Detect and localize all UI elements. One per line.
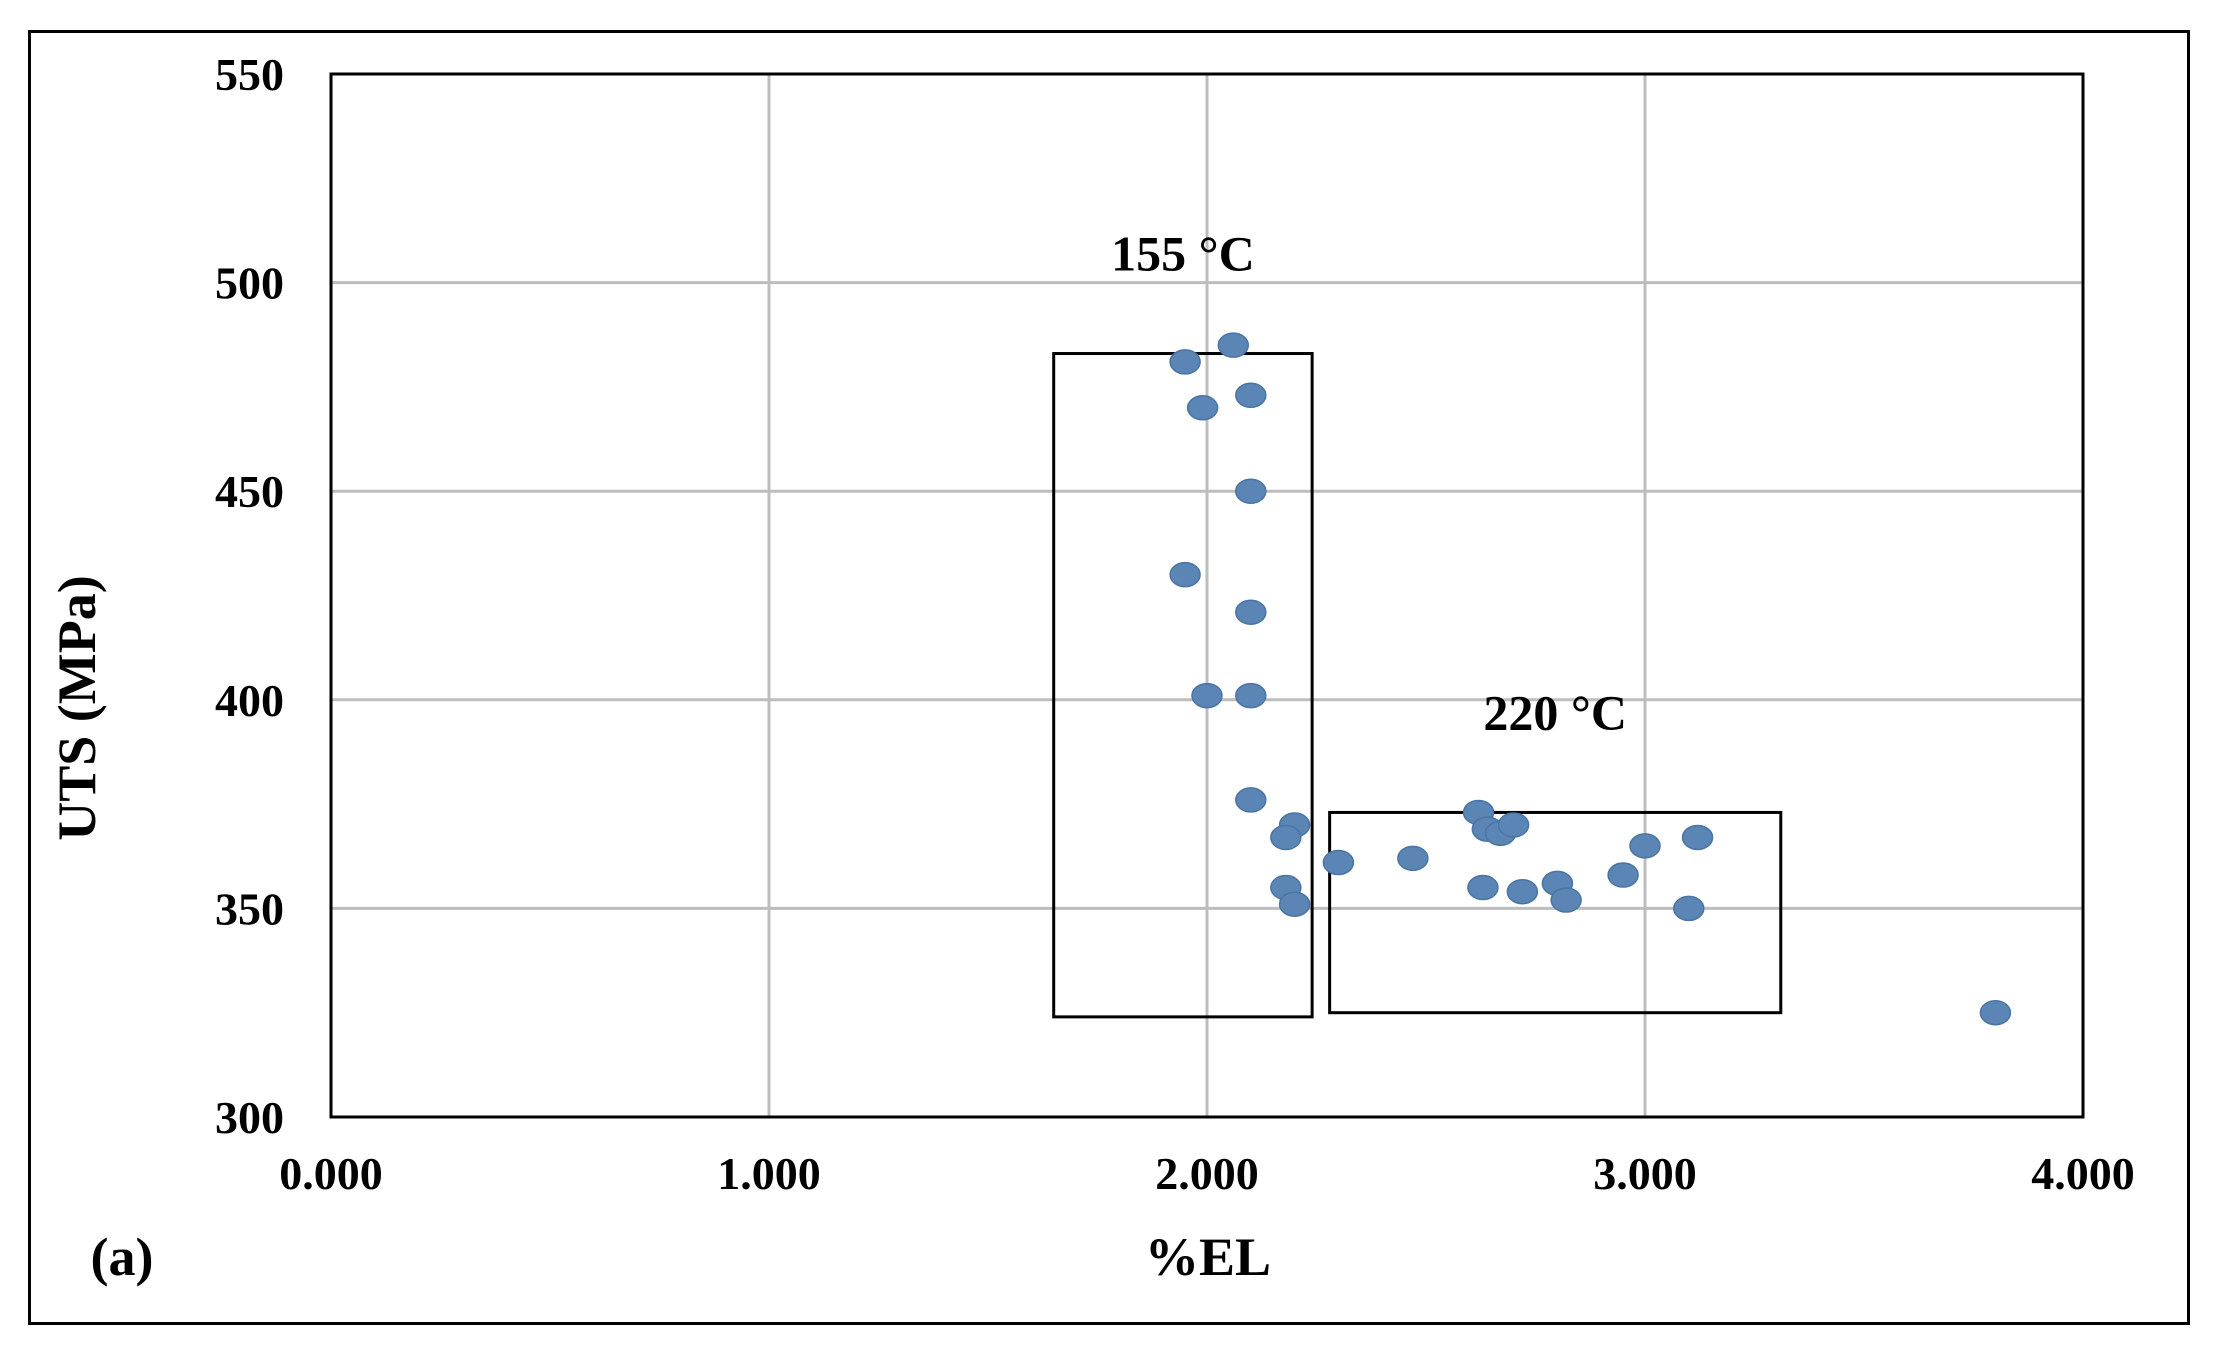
data-point [1607, 862, 1639, 888]
y-tick-label: 500 [215, 258, 284, 309]
annotation-label: 155 °C [1111, 226, 1255, 282]
data-point [1979, 999, 2012, 1026]
data-point [1235, 682, 1267, 709]
data-point [1169, 561, 1201, 588]
data-point [1673, 895, 1705, 922]
plot-area [329, 72, 2085, 1119]
data-point [1506, 878, 1539, 905]
annotation-boxes [1052, 352, 1783, 1019]
y-tick-label: 300 [215, 1092, 284, 1143]
data-point [1235, 599, 1267, 625]
data-point [1169, 349, 1201, 375]
annotation-box [1328, 810, 1783, 1015]
data-point [1397, 845, 1429, 872]
y-tick-label: 550 [215, 49, 284, 100]
data-point [1186, 395, 1219, 421]
y-tick-label: 400 [215, 675, 284, 726]
data-point [1629, 833, 1661, 859]
x-tick-label: 0.000 [279, 1148, 383, 1199]
data-point [1217, 332, 1250, 358]
data-point [1467, 874, 1499, 901]
y-tick-labels: 300 350 400 450 500 550 [215, 49, 284, 1143]
panel-label: (a) [91, 1227, 154, 1287]
x-tick-labels: 0.000 1.000 2.000 3.000 4.000 [279, 1148, 2135, 1199]
annotation-label: 220 °C [1483, 684, 1627, 740]
data-point [1278, 891, 1311, 917]
grid-lines [331, 74, 2083, 1117]
data-point [1235, 478, 1267, 504]
x-tick-label: 1.000 [717, 1148, 821, 1199]
y-tick-label: 450 [215, 466, 284, 517]
y-axis-title: UTS (MPa) [47, 575, 107, 840]
x-tick-label: 2.000 [1155, 1148, 1259, 1199]
annotation-box [1052, 352, 1314, 1019]
data-point [1497, 812, 1530, 838]
data-point [1550, 887, 1582, 913]
data-point [1270, 824, 1302, 851]
data-point [1322, 849, 1355, 876]
data-points [1169, 332, 2012, 1026]
data-point [1235, 382, 1267, 408]
data-point [1235, 787, 1267, 813]
x-tick-label: 4.000 [2031, 1148, 2135, 1199]
x-tick-label: 3.000 [1593, 1148, 1697, 1199]
y-tick-label: 350 [215, 883, 284, 934]
x-axis-title: %EL [1145, 1227, 1271, 1287]
figure-frame [28, 30, 2190, 1325]
data-point [1191, 682, 1223, 709]
data-point [1681, 824, 1714, 851]
annotation-labels: 155 °C 220 °C [1111, 226, 1627, 741]
